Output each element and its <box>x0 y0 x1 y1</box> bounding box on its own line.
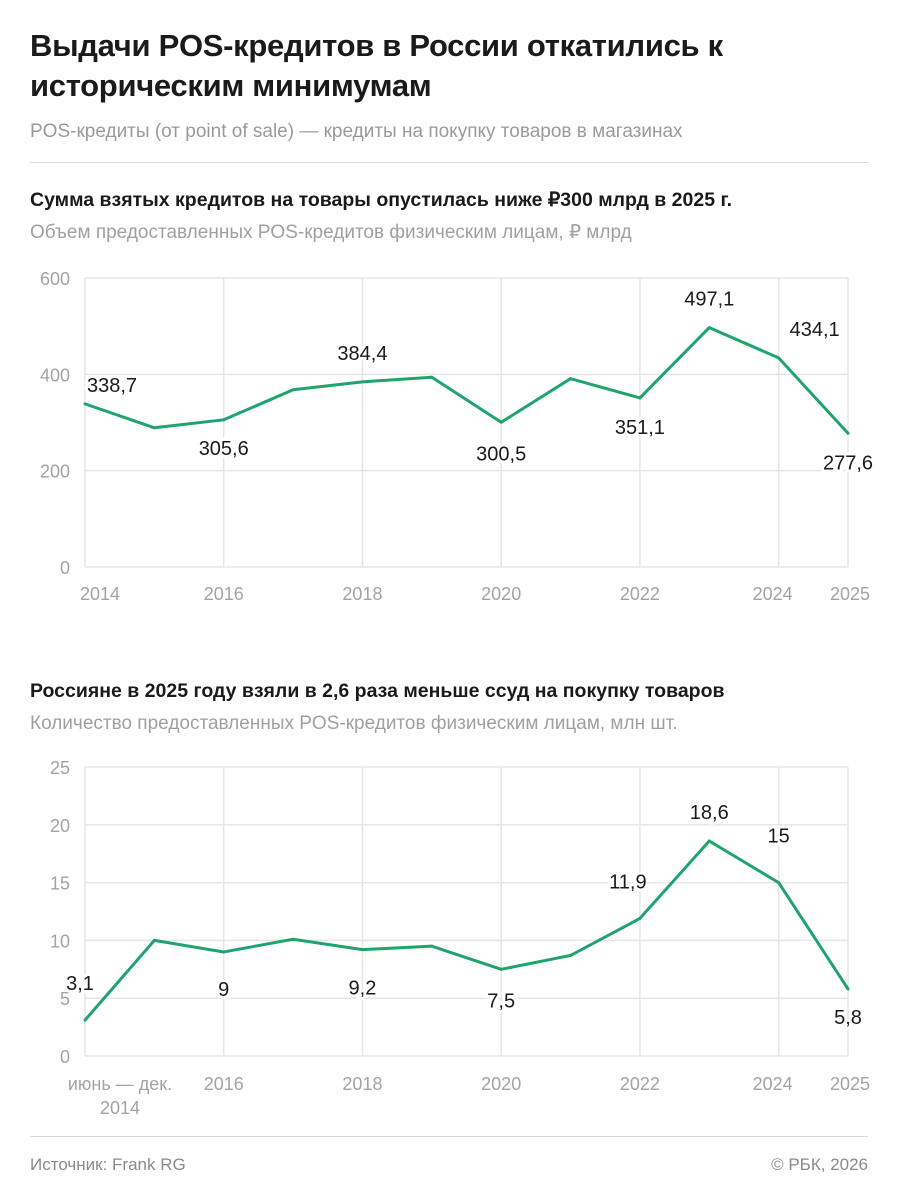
data-point <box>222 950 226 954</box>
y-tick-label: 20 <box>50 816 70 836</box>
data-label: 384,4 <box>337 343 387 365</box>
data-label: 11,9 <box>609 871 646 893</box>
x-tick-label: 2022 <box>620 584 660 604</box>
data-point <box>707 326 711 330</box>
data-point <box>360 948 364 952</box>
data-point <box>291 388 295 392</box>
y-tick-label: 0 <box>60 1047 70 1067</box>
data-point <box>638 916 642 920</box>
data-point <box>360 380 364 384</box>
chart1-subtitle: Объем предоставленных POS-кредитов физич… <box>30 222 632 243</box>
page-subtitle: POS-кредиты (от point of sale) — кредиты… <box>30 121 683 142</box>
x-tick-label: 2016 <box>204 584 244 604</box>
data-point <box>638 396 642 400</box>
copyright: © РБК, 2026 <box>771 1155 868 1174</box>
x-tick-label: 2020 <box>481 584 521 604</box>
data-line <box>83 839 850 1022</box>
x-tick-label: 2014 <box>100 1098 140 1118</box>
x-tick-label: 2024 <box>753 584 793 604</box>
data-label: 3,1 <box>66 973 94 995</box>
source-note: Источник: Frank RG <box>30 1155 186 1174</box>
chart1-title: Сумма взятых кредитов на товары опустила… <box>30 189 733 211</box>
x-tick-label: 2018 <box>342 584 382 604</box>
x-tick-label: 2024 <box>753 1074 793 1094</box>
data-point <box>707 839 711 843</box>
data-label: 5,8 <box>834 1007 862 1029</box>
y-tick-label: 600 <box>40 269 70 289</box>
page-title: Выдачи POS-кредитов в России откатились … <box>30 28 723 103</box>
data-point <box>152 938 156 942</box>
x-tick-label: 2020 <box>481 1074 521 1094</box>
x-tick-label: 2018 <box>342 1074 382 1094</box>
chart2-subtitle: Количество предоставленных POS-кредитов … <box>30 713 678 734</box>
data-label: 338,7 <box>87 375 137 397</box>
data-label: 305,6 <box>199 438 249 460</box>
data-point <box>83 1018 87 1022</box>
y-tick-label: 5 <box>60 989 70 1009</box>
data-point <box>777 881 781 885</box>
chart2-title: Россияне в 2025 году взяли в 2,6 раза ме… <box>30 680 725 702</box>
y-tick-label: 15 <box>50 874 70 894</box>
data-point <box>222 418 226 422</box>
data-point <box>569 377 573 381</box>
data-label: 9,2 <box>349 978 377 1000</box>
data-label: 9 <box>218 979 229 1001</box>
data-label: 7,5 <box>487 990 515 1012</box>
data-label: 18,6 <box>690 802 729 824</box>
divider <box>30 1136 868 1137</box>
y-tick-label: 25 <box>50 758 70 778</box>
data-point <box>430 944 434 948</box>
data-point <box>846 987 850 991</box>
data-label: 497,1 <box>684 289 734 311</box>
data-point <box>83 402 87 406</box>
data-point <box>499 967 503 971</box>
data-line <box>84 326 850 435</box>
data-label: 15 <box>768 826 790 848</box>
x-tick-label: 2025 <box>830 584 870 604</box>
data-label: 277,6 <box>823 452 873 474</box>
data-point <box>569 953 573 957</box>
x-tick-label: 2016 <box>204 1074 244 1094</box>
x-tick-label: июнь — дек. <box>68 1074 172 1094</box>
data-point <box>499 420 503 424</box>
y-tick-label: 0 <box>60 558 70 578</box>
data-point <box>152 426 156 430</box>
data-label: 434,1 <box>790 319 840 341</box>
x-tick-label: 2025 <box>830 1074 870 1094</box>
y-tick-label: 200 <box>40 462 70 482</box>
x-tick-label: 2022 <box>620 1074 660 1094</box>
data-label: 300,5 <box>476 443 526 465</box>
chart1-volume: 0 200 400 600 2014 2016 2018 2020 2022 2024 2025 33… <box>39 269 874 604</box>
y-tick-label: 400 <box>40 365 70 385</box>
x-tick-label: 2014 <box>80 584 120 604</box>
data-point <box>291 937 295 941</box>
divider <box>30 162 868 163</box>
data-point <box>846 431 850 435</box>
data-label: 351,1 <box>615 417 665 439</box>
data-point <box>777 356 781 360</box>
y-tick-label: 10 <box>50 931 70 951</box>
data-point <box>430 375 434 379</box>
